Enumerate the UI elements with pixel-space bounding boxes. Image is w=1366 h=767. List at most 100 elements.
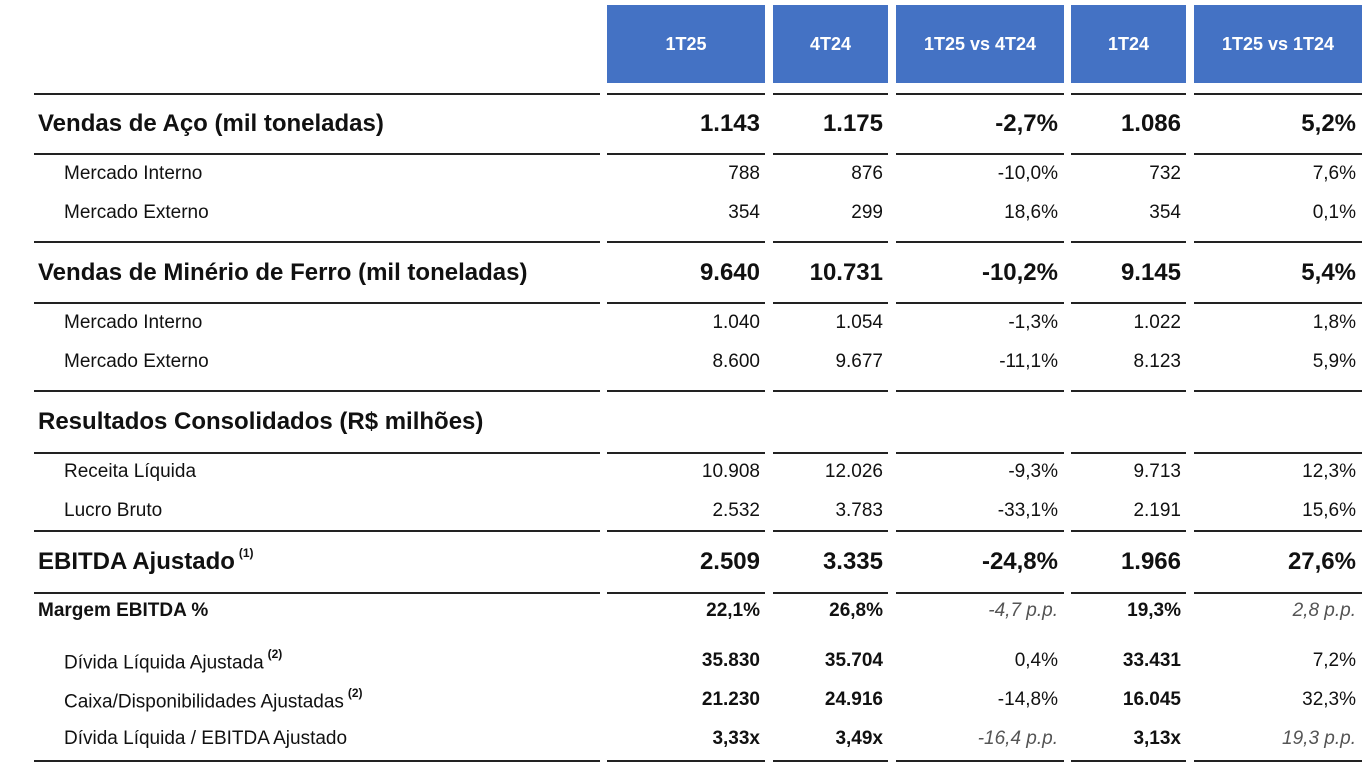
rule-segment xyxy=(1194,452,1362,454)
rule-segment xyxy=(1071,241,1186,243)
cell-1t25-vs-1t24: 0,1% xyxy=(1312,202,1356,223)
rule-segment xyxy=(896,452,1064,454)
cell-1t25-vs-1t24: 12,3% xyxy=(1302,461,1356,482)
rule-segment xyxy=(773,241,888,243)
rule-segment xyxy=(34,592,600,594)
row-label: Mercado Interno xyxy=(64,312,203,333)
rule-segment xyxy=(34,302,600,304)
rule-segment xyxy=(34,452,600,454)
rule-segment xyxy=(607,153,765,155)
cell-1t25: 8.600 xyxy=(712,351,760,372)
cell-4t24: 12.026 xyxy=(824,461,883,482)
cell-1t25-vs-4t24: -16,4 p.p. xyxy=(977,728,1058,749)
cell-4t24: 1.175 xyxy=(822,110,883,137)
cell-1t25-vs-4t24: -2,7% xyxy=(995,110,1058,137)
cell-1t24: 8.123 xyxy=(1133,351,1181,372)
cell-1t24: 732 xyxy=(1149,163,1181,184)
row-label: Lucro Bruto xyxy=(64,500,163,521)
cell-4t24: 26,8% xyxy=(829,600,883,621)
rule-segment xyxy=(773,530,888,532)
cell-1t25: 354 xyxy=(728,202,760,223)
rule-segment xyxy=(1194,93,1362,95)
cell-1t25-vs-1t24: 32,3% xyxy=(1302,689,1356,710)
row-label: Vendas de Minério de Ferro (mil tonelada… xyxy=(38,259,528,286)
rule-segment xyxy=(773,302,888,304)
cell-4t24: 1.054 xyxy=(835,312,883,333)
cell-1t25-vs-4t24: -9,3% xyxy=(1008,461,1058,482)
row-label: Mercado Interno xyxy=(64,163,203,184)
cell-1t25-vs-4t24: -10,0% xyxy=(997,163,1058,184)
cell-4t24: 3,49x xyxy=(835,728,883,749)
rule-segment xyxy=(607,390,765,392)
rule-segment xyxy=(773,592,888,594)
row-label: Vendas de Aço (mil toneladas) xyxy=(38,110,384,137)
rule-segment xyxy=(1071,592,1186,594)
column-header-1t25: 1T25 xyxy=(607,5,765,83)
footnote-marker: (1) xyxy=(238,546,254,560)
cell-1t25-vs-1t24: 1,8% xyxy=(1312,312,1356,333)
cell-1t25: 1.040 xyxy=(712,312,760,333)
cell-1t25-vs-1t24: 7,6% xyxy=(1312,163,1356,184)
cell-4t24: 24.916 xyxy=(824,689,883,710)
cell-1t24: 19,3% xyxy=(1127,600,1181,621)
cell-1t24: 9.713 xyxy=(1133,461,1181,482)
cell-1t24: 1.022 xyxy=(1133,312,1181,333)
row-label-text: EBITDA Ajustado xyxy=(38,548,235,575)
cell-4t24: 10.731 xyxy=(809,259,883,286)
rule-segment xyxy=(607,93,765,95)
row-label: Receita Líquida xyxy=(64,461,197,482)
cell-1t24: 2.191 xyxy=(1133,500,1181,521)
cell-1t25: 1.143 xyxy=(699,110,760,137)
cell-4t24: 299 xyxy=(851,202,883,223)
cell-1t25: 35.830 xyxy=(701,650,760,671)
cell-1t25-vs-4t24: -24,8% xyxy=(981,548,1058,575)
rule-segment xyxy=(896,302,1064,304)
rule-segment xyxy=(1071,530,1186,532)
cell-1t24: 3,13x xyxy=(1133,728,1181,749)
cell-1t24: 1.966 xyxy=(1120,548,1181,575)
rule-segment xyxy=(1071,452,1186,454)
rule-segment xyxy=(773,93,888,95)
cell-1t25: 21.230 xyxy=(701,689,760,710)
row-label: Mercado Externo xyxy=(64,351,209,372)
rule-segment xyxy=(607,241,765,243)
rule-segment xyxy=(773,390,888,392)
rule-segment xyxy=(34,153,600,155)
cell-1t25-vs-1t24: 15,6% xyxy=(1302,500,1356,521)
cell-1t24: 16.045 xyxy=(1122,689,1181,710)
rule-segment xyxy=(1194,153,1362,155)
rule-segment xyxy=(34,241,600,243)
cell-1t25-vs-4t24: 0,4% xyxy=(1014,650,1058,671)
cell-4t24: 9.677 xyxy=(835,351,883,372)
cell-1t24: 354 xyxy=(1149,202,1181,223)
rule-segment xyxy=(1194,592,1362,594)
cell-1t25-vs-1t24: 5,2% xyxy=(1301,110,1356,137)
row-label: Margem EBITDA % xyxy=(38,600,209,621)
row-label: Mercado Externo xyxy=(64,202,209,223)
cell-1t25-vs-1t24: 5,4% xyxy=(1301,259,1356,286)
cell-1t25: 2.509 xyxy=(699,548,760,575)
cell-1t25: 22,1% xyxy=(706,600,760,621)
cell-1t25: 10.908 xyxy=(701,461,760,482)
row-label-text: Dívida Líquida Ajustada xyxy=(64,652,264,674)
rule-segment xyxy=(607,302,765,304)
row-label: Dívida Líquida Ajustada (2) xyxy=(64,647,282,674)
rule-segment xyxy=(773,760,888,762)
cell-1t25-vs-4t24: -1,3% xyxy=(1008,312,1058,333)
rule-segment xyxy=(1071,302,1186,304)
cell-1t24: 33.431 xyxy=(1122,650,1181,671)
rule-segment xyxy=(1071,390,1186,392)
row-label: Resultados Consolidados (R$ milhões) xyxy=(38,408,484,435)
rule-segment xyxy=(1071,760,1186,762)
cell-1t25-vs-4t24: 18,6% xyxy=(1004,202,1058,223)
rule-segment xyxy=(896,760,1064,762)
rule-segment xyxy=(896,241,1064,243)
cell-4t24: 35.704 xyxy=(824,650,883,671)
rule-segment xyxy=(607,760,765,762)
rule-segment xyxy=(896,530,1064,532)
rule-segment xyxy=(1194,760,1362,762)
rule-segment xyxy=(896,93,1064,95)
rule-segment xyxy=(1194,390,1362,392)
rule-segment xyxy=(34,760,600,762)
cell-1t25: 788 xyxy=(728,163,760,184)
